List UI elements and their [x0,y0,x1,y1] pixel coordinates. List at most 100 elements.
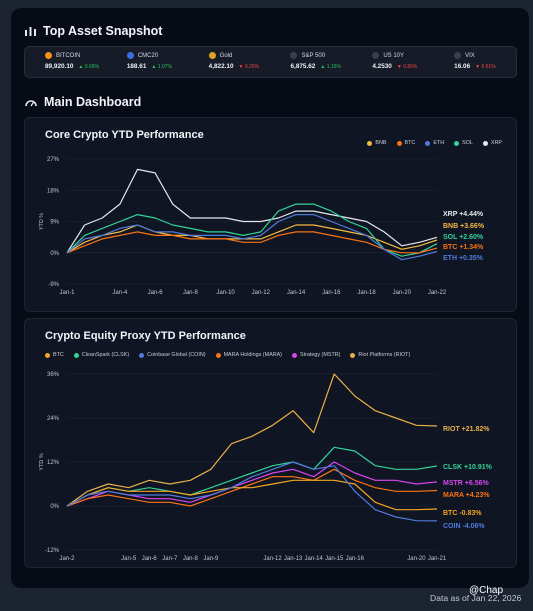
ticker-change-value: 6.61% [481,64,496,70]
series-line-coin [66,461,438,522]
ticker-s-p-500[interactable]: S&P 500 6,875.62 ▲ 1.16% [270,47,352,77]
series-line-mara [66,468,438,507]
core-crypto-chart-card: Core Crypto YTD Performance BNB BTC ETH SOL… [24,117,517,312]
legend-item[interactable]: Coinbase Global (COIN) [139,352,206,358]
ticker-value: 6,875.62 [290,63,316,70]
legend-label: XRP [490,140,502,146]
legend-label: BTC [404,140,416,146]
trend-arrow-icon: ▼ [396,64,404,70]
series-end-label: ETH +0.35% [443,255,484,262]
vix-icon [454,52,462,59]
legend-item[interactable]: XRP [482,140,502,146]
x-tick-label: Jan-9 [203,556,219,562]
ticker-us-10y[interactable]: US 10Y 4.2530 ▼ 0.86% [352,47,434,77]
legend-item[interactable]: BTC [45,352,64,358]
legend-label: Strategy (MSTR) [299,352,341,358]
legend-label: Coinbase Global (COIN) [147,352,206,358]
ticker-gold[interactable]: Gold 4,822.10 ▼ 0.26% [189,47,271,77]
ticker-name: S&P 500 [301,52,326,59]
series-end-label: COIN -4.06% [443,523,485,530]
trend-arrow-icon: ▲ [151,64,158,70]
bitcoin-icon [45,52,52,59]
ticker-bar: BITCOIN 89,920.10 ▲ 0.66% CMC20 188.61 ▲ 1.07… [24,46,517,78]
x-tick-label: Jan-6 [148,290,164,296]
legend-item[interactable]: Riot Platforms (RIOT) [350,352,410,358]
cmc-icon [126,52,134,59]
legend-item[interactable]: ETH [425,140,444,146]
series-line-btc [66,479,438,511]
x-tick-label: Jan-20 [407,556,426,562]
ticker-change: ▲ 1.07% [151,64,172,70]
ticker-change-value: 0.26% [244,64,260,70]
trend-arrow-icon: ▼ [238,64,245,70]
series-end-label: XRP +4.44% [443,211,484,218]
ticker-change: ▲ 1.16% [320,64,341,70]
gauge-icon [25,100,37,107]
trend-arrow-icon: ▼ [475,64,482,70]
ticker-cmc20[interactable]: CMC20 188.61 ▲ 1.07% [107,47,189,77]
legend-item[interactable]: SOL [454,140,473,146]
legend-label: Riot Platforms (RIOT) [358,352,411,358]
x-tick-label: Jan-12 [263,556,282,562]
legend-dot [291,352,297,358]
legend-dot [482,140,488,146]
ticker-vix[interactable]: VIX 16.06 ▼ 6.61% [434,47,516,77]
bar-chart-icon [25,27,36,36]
x-tick-label: Jan-10 [216,290,235,296]
y-tick-label: -9% [48,282,59,288]
snapshot-header: Top Asset Snapshot [25,24,162,38]
y-tick-label: 27% [47,157,60,163]
legend-dot [367,140,373,146]
series-line-eth [66,214,438,261]
series-end-label: MARA +4.23% [443,492,490,499]
legend-label: MARA Holdings (MARA) [223,352,282,358]
x-tick-label: Jan-18 [357,290,376,296]
legend-label: BTC [53,352,64,358]
legend-dot [45,352,50,358]
x-tick-label: Jan-5 [121,556,137,562]
dashboard-title: Main Dashboard [44,95,142,109]
y-tick-label: 9% [50,220,59,226]
data-timestamp: Data as of Jan 22, 2026 [430,593,522,603]
legend-dot [396,140,402,146]
y-tick-label: 18% [47,188,60,194]
y-tick-label: 36% [47,372,60,378]
sp500-icon [290,52,298,59]
series-end-label: BNB +3.66% [443,223,485,230]
x-tick-label: Jan-8 [183,556,199,562]
ticker-change: ▼ 0.26% [239,64,260,70]
x-tick-label: Jan-8 [183,290,199,296]
ticker-name: BITCOIN [56,52,81,59]
y-tick-label: 12% [47,460,60,466]
legend-label: BNB [375,140,387,146]
equity-proxy-line-chart: 36% 24% 12% 0% -12% YTD % Jan-2 Jan-5 Jan-6 Jan-7… [39,372,493,562]
y-tick-label: 24% [47,416,60,422]
legend-item[interactable]: BNB [367,140,387,146]
snapshot-title: Top Asset Snapshot [43,24,163,38]
legend-item[interactable]: MARA Holdings (MARA) [215,352,282,358]
ticker-name: CMC20 [137,52,159,59]
x-tick-label: Jan-2 [59,556,75,562]
trend-arrow-icon: ▲ [320,64,327,70]
legend-item[interactable]: Strategy (MSTR) [291,352,341,358]
x-tick-label: Jan-4 [112,290,128,296]
series-end-label: CLSK +10.91% [443,464,493,471]
x-tick-label: Jan-22 [428,290,447,296]
ticker-bitcoin[interactable]: BITCOIN 89,920.10 ▲ 0.66% [25,47,107,77]
series-line-riot [66,373,438,507]
y-axis-label: YTD % [39,453,45,471]
x-tick-label: Jan-6 [142,556,158,562]
y-tick-label: -12% [45,548,60,554]
legend-item[interactable]: CleanSpark (CLSK) [73,352,129,358]
y-axis-label: YTD % [39,213,45,231]
trend-arrow-icon: ▲ [78,64,85,70]
ticker-change-value: 1.07% [157,64,172,70]
legend-item[interactable]: BTC [396,140,416,146]
ticker-value: 16.06 [454,63,471,70]
series-line-sol [66,203,438,257]
series-line-btc [66,231,438,254]
series-end-label: SOL +2.60% [443,234,484,241]
ticker-change-value: 0.86% [403,64,418,70]
y-tick-label: 0% [50,251,59,257]
equity-proxy-chart-title: Crypto Equity Proxy YTD Performance [45,330,246,342]
